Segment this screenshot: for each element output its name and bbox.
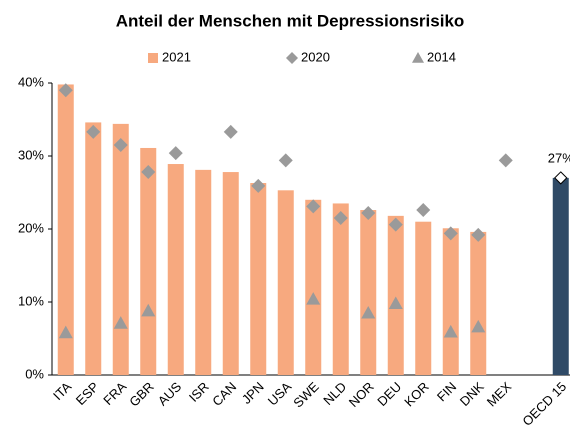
bar — [332, 203, 349, 375]
bar — [305, 199, 322, 375]
x-tick-label: OECD 15 — [519, 379, 569, 426]
bar — [57, 84, 74, 376]
legend-label: 2020 — [301, 49, 330, 64]
bar — [222, 172, 239, 375]
x-tick-label: FRA — [100, 379, 129, 408]
diamond-marker — [223, 124, 238, 139]
triangle-marker — [443, 324, 458, 338]
x-tick-label: SWE — [290, 379, 322, 411]
x-tick-label: DEU — [374, 379, 404, 409]
bar — [195, 169, 212, 375]
x-tick-label: USA — [265, 379, 295, 409]
bar — [85, 122, 102, 375]
legend-label: 2021 — [162, 49, 191, 64]
bar-end-marker — [554, 171, 568, 185]
y-tick-label: 20% — [18, 220, 44, 235]
y-tick-label: 10% — [18, 293, 44, 308]
triangle-marker — [58, 325, 73, 339]
x-tick-label: ITA — [50, 379, 74, 403]
diamond-marker — [416, 203, 431, 218]
triangle-marker — [141, 303, 156, 317]
x-tick-label: CAN — [209, 379, 239, 409]
x-tick-label: GBR — [126, 379, 157, 410]
data-label: 27% — [548, 150, 570, 165]
diamond-marker — [471, 227, 486, 242]
x-tick-label: NOR — [346, 379, 377, 410]
y-tick-label: 40% — [18, 74, 44, 89]
diamond-marker — [168, 146, 183, 161]
diamond-marker — [361, 205, 376, 220]
triangle-marker — [471, 319, 486, 333]
triangle-marker — [388, 296, 403, 310]
bar — [277, 190, 294, 375]
x-tick-label: JPN — [239, 379, 267, 407]
bar — [442, 228, 459, 375]
diamond-marker — [333, 211, 348, 226]
triangle-marker — [306, 292, 321, 305]
triangle-marker — [113, 316, 128, 329]
legend-label: 2014 — [427, 49, 456, 64]
x-tick-label: KOR — [401, 379, 432, 410]
diamond-marker — [113, 138, 128, 153]
x-tick-label: NLD — [320, 379, 349, 408]
bar — [140, 147, 157, 375]
x-tick-label: MEX — [484, 379, 515, 410]
diamond-marker — [388, 217, 403, 232]
bar — [470, 231, 487, 375]
diamond-marker — [141, 165, 156, 180]
chart-title: Anteil der Menschen mit Depressionsrisik… — [116, 11, 465, 30]
bar — [360, 210, 377, 375]
diamond-marker — [306, 199, 321, 214]
diamond-marker — [278, 153, 293, 168]
x-tick-label: ISR — [186, 379, 212, 405]
triangle-marker — [361, 305, 376, 319]
x-tick-label: FIN — [434, 379, 459, 404]
x-tick-label: ESP — [73, 379, 102, 408]
bar — [250, 183, 267, 375]
diamond-marker — [443, 226, 458, 241]
bar — [167, 164, 184, 375]
legend-swatch — [286, 52, 298, 64]
legend-swatch — [412, 52, 424, 63]
x-tick-label: DNK — [457, 379, 487, 409]
bar — [112, 123, 129, 375]
diamond-marker — [58, 83, 73, 98]
legend-swatch — [148, 53, 158, 63]
diamond-marker — [251, 178, 266, 193]
y-tick-label: 30% — [18, 147, 44, 162]
bar — [387, 215, 404, 375]
bar — [415, 221, 432, 375]
bar — [552, 177, 569, 375]
x-tick-label: AUS — [155, 379, 185, 409]
diamond-marker — [498, 153, 513, 168]
y-tick-label: 0% — [25, 366, 44, 381]
diamond-marker — [86, 124, 101, 139]
